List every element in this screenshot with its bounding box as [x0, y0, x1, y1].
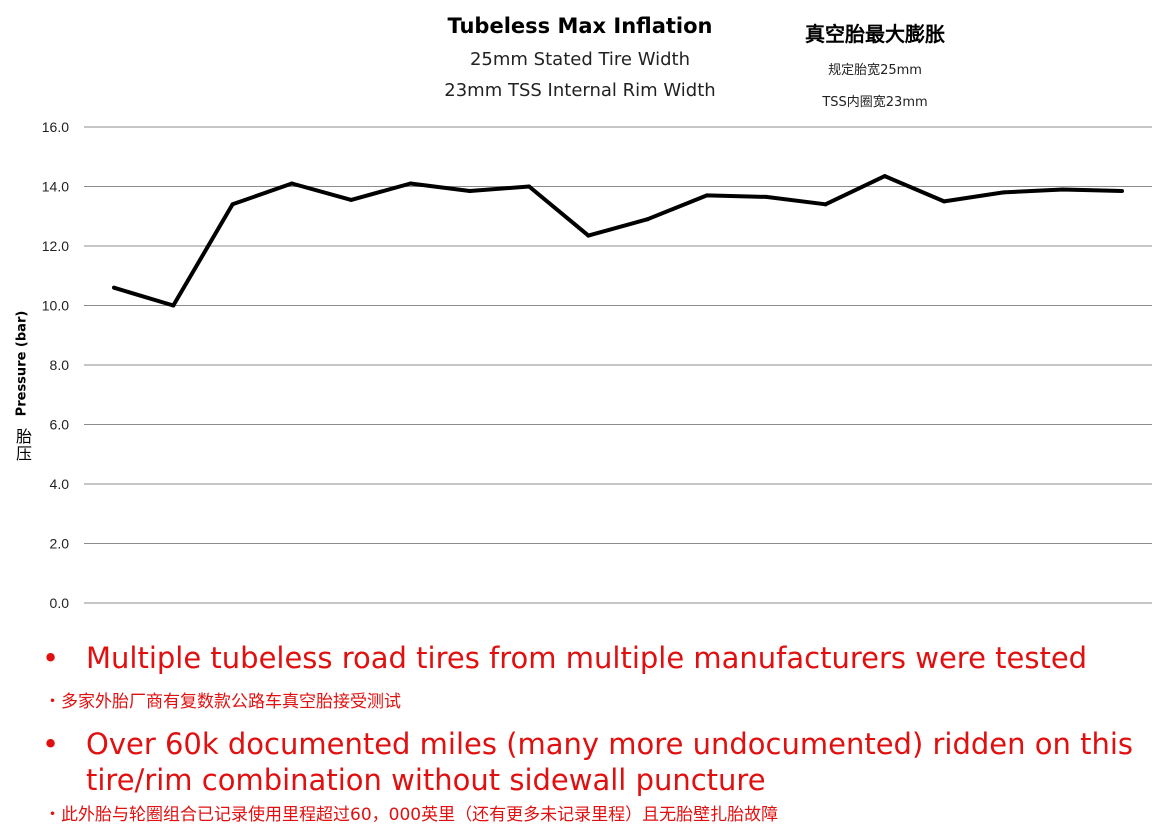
note-2-text: Over 60k documented miles (many more und…: [86, 727, 1133, 797]
note-2-bullet: •: [42, 727, 60, 761]
data-point-6: [408, 181, 413, 186]
y-tick-label: 0.0: [50, 595, 70, 611]
series-layer: [112, 174, 1124, 308]
y-tick-label: 14.0: [42, 179, 69, 195]
note-1-bullet: •: [42, 641, 60, 675]
data-point-18: [1120, 188, 1124, 193]
data-point-12: [764, 194, 769, 199]
data-point-4: [289, 181, 294, 186]
series-line: [113, 174, 1123, 308]
data-point-13: [823, 202, 828, 207]
data-point-15: [942, 199, 947, 204]
data-point-17: [1060, 187, 1065, 192]
y-tick-label: 16.0: [42, 119, 69, 135]
note-1-cn: ・多家外胎厂商有复数款公路车真空胎接受测试: [44, 692, 401, 712]
data-point-7: [467, 188, 472, 193]
y-tick-labels: 0.0 2.0 4.0 6.0 8.0 10.0 12.0 14.0 16.0: [42, 119, 69, 611]
chart-subtitle-cn-2: TSS内圈宽23mm: [822, 95, 928, 110]
chart-subtitle-2: 23mm TSS Internal Rim Width: [444, 80, 716, 101]
y-tick-label: 6.0: [50, 417, 70, 433]
chart-subtitle-cn-1: 规定胎宽25mm: [828, 63, 922, 78]
data-point-5: [349, 197, 354, 202]
data-point-3: [230, 202, 235, 207]
chart-title: Tubeless Max Inflation: [447, 14, 713, 38]
y-tick-label: 4.0: [50, 476, 70, 492]
data-point-16: [1001, 190, 1006, 195]
y-tick-label: 2.0: [50, 536, 70, 552]
data-point-9: [586, 233, 591, 238]
chart-title-cn: 真空胎最大膨胀: [805, 22, 945, 46]
data-point-2: [171, 303, 176, 308]
y-axis-label-cn: 胎压: [16, 427, 33, 463]
y-tick-label: 12.0: [42, 238, 69, 254]
data-point-14: [882, 174, 887, 179]
data-point-10: [645, 217, 650, 222]
y-tick-label: 10.0: [42, 298, 69, 314]
grid-lines: [84, 126, 1152, 604]
data-point-8: [527, 184, 532, 189]
y-tick-label: 8.0: [50, 357, 70, 373]
chart-subtitle-1: 25mm Stated Tire Width: [469, 49, 691, 70]
pressure-line-chart: 0.0 2.0 4.0 6.0 8.0 10.0 12.0 14.0 16.0: [42, 119, 1152, 611]
data-point-11: [704, 193, 709, 198]
note-1-text: Multiple tubeless road tires from multip…: [86, 641, 1088, 675]
note-2-cn: ・此外胎与轮圈组合已记录使用里程超过60，000英里（还有更多未记录里程）且无胎…: [44, 805, 779, 825]
data-point-1: [112, 285, 116, 290]
